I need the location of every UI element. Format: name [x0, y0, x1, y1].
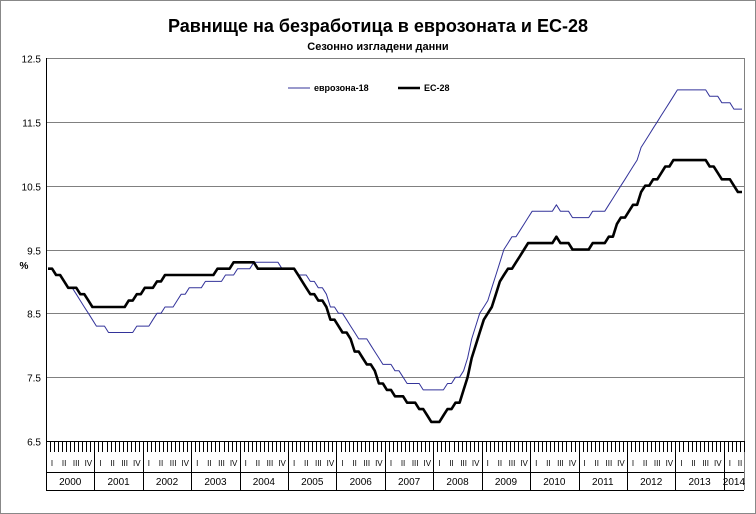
quarter-label: II: [595, 459, 599, 468]
year-label: 2012: [640, 477, 663, 488]
quarter-label: IV: [714, 459, 722, 468]
quarter-label: II: [256, 459, 260, 468]
quarter-label: III: [121, 459, 128, 468]
quarter-label: II: [401, 459, 405, 468]
chart-title: Равнище на безработица в еврозоната и ЕС…: [168, 16, 588, 36]
quarter-label: IV: [181, 459, 189, 468]
quarter-label: III: [170, 459, 177, 468]
quarter-label: III: [315, 459, 322, 468]
quarter-label: III: [73, 459, 80, 468]
quarter-label: III: [218, 459, 225, 468]
year-label: 2008: [446, 477, 469, 488]
quarter-label: IV: [375, 459, 383, 468]
quarter-label: II: [352, 459, 356, 468]
quarter-label: II: [159, 459, 163, 468]
quarter-label: I: [51, 459, 53, 468]
year-label: 2004: [253, 477, 276, 488]
year-label: 2010: [543, 477, 566, 488]
quarter-label: I: [584, 459, 586, 468]
quarter-label: I: [245, 459, 247, 468]
y-tick-label: 11.5: [22, 119, 41, 130]
year-label: 2000: [59, 477, 82, 488]
quarter-label: II: [738, 459, 742, 468]
y-tick-label: 7.5: [27, 374, 41, 385]
y-tick-label: 8.5: [27, 310, 41, 321]
legend-label-2: ЕС-28: [424, 83, 450, 93]
quarter-label: IV: [230, 459, 238, 468]
axes: 12.511.510.59.58.57.56.5I II III IV I II III IV…: [22, 55, 746, 491]
year-label: 2006: [350, 477, 373, 488]
legend: еврозона-18 ЕС-28: [288, 83, 450, 93]
quarter-label: I: [632, 459, 634, 468]
quarter-label: III: [557, 459, 564, 468]
quarter-label: I: [293, 459, 295, 468]
y-tick-label: 9.5: [27, 247, 41, 258]
quarter-label: I: [148, 459, 150, 468]
quarter-label: III: [509, 459, 516, 468]
year-label: 2014: [723, 477, 746, 488]
year-label: 2011: [592, 477, 614, 488]
quarter-label: III: [460, 459, 467, 468]
series-lines: [48, 89, 742, 424]
quarter-label: IV: [617, 459, 625, 468]
quarter-label: I: [487, 459, 489, 468]
y-tick-label: 10.5: [22, 183, 42, 194]
quarter-label: IV: [327, 459, 335, 468]
year-label: 2002: [156, 477, 179, 488]
year-label: 2001: [107, 477, 130, 488]
quarter-label: I: [438, 459, 440, 468]
year-label: 2013: [688, 477, 711, 488]
quarter-label: III: [606, 459, 613, 468]
quarter-label: III: [702, 459, 709, 468]
quarter-label: I: [729, 459, 731, 468]
quarter-label: I: [341, 459, 343, 468]
quarter-label: I: [196, 459, 198, 468]
quarter-label: III: [267, 459, 274, 468]
quarter-label: III: [363, 459, 370, 468]
quarter-label: II: [546, 459, 550, 468]
quarter-label: IV: [133, 459, 141, 468]
quarter-label: I: [390, 459, 392, 468]
legend-label-1: еврозона-18: [314, 83, 369, 93]
quarter-label: I: [99, 459, 101, 468]
quarter-label: IV: [569, 459, 577, 468]
quarter-label: II: [449, 459, 453, 468]
year-label: 2003: [204, 477, 227, 488]
series-line-1: [48, 89, 742, 391]
quarter-label: II: [110, 459, 114, 468]
quarter-label: II: [498, 459, 502, 468]
quarter-label: I: [680, 459, 682, 468]
quarter-label: III: [412, 459, 419, 468]
quarter-label: II: [304, 459, 308, 468]
y-tick-label: 6.5: [27, 438, 41, 449]
quarter-label: IV: [472, 459, 480, 468]
quarter-label: IV: [85, 459, 93, 468]
series-line-2: [48, 158, 742, 424]
chart-subtitle: Сезонно изгладени данни: [307, 41, 448, 53]
quarter-label: III: [654, 459, 661, 468]
quarter-label: IV: [278, 459, 286, 468]
y-axis-unit: %: [20, 261, 29, 272]
quarter-label: II: [691, 459, 695, 468]
quarter-label: IV: [666, 459, 674, 468]
year-label: 2009: [495, 477, 518, 488]
year-label: 2007: [398, 477, 421, 488]
quarter-label: I: [535, 459, 537, 468]
quarter-label: II: [643, 459, 647, 468]
quarter-label: II: [207, 459, 211, 468]
quarter-label: IV: [520, 459, 528, 468]
quarter-label: IV: [423, 459, 431, 468]
year-label: 2005: [301, 477, 324, 488]
quarter-label: II: [62, 459, 66, 468]
y-tick-label: 12.5: [22, 55, 42, 66]
